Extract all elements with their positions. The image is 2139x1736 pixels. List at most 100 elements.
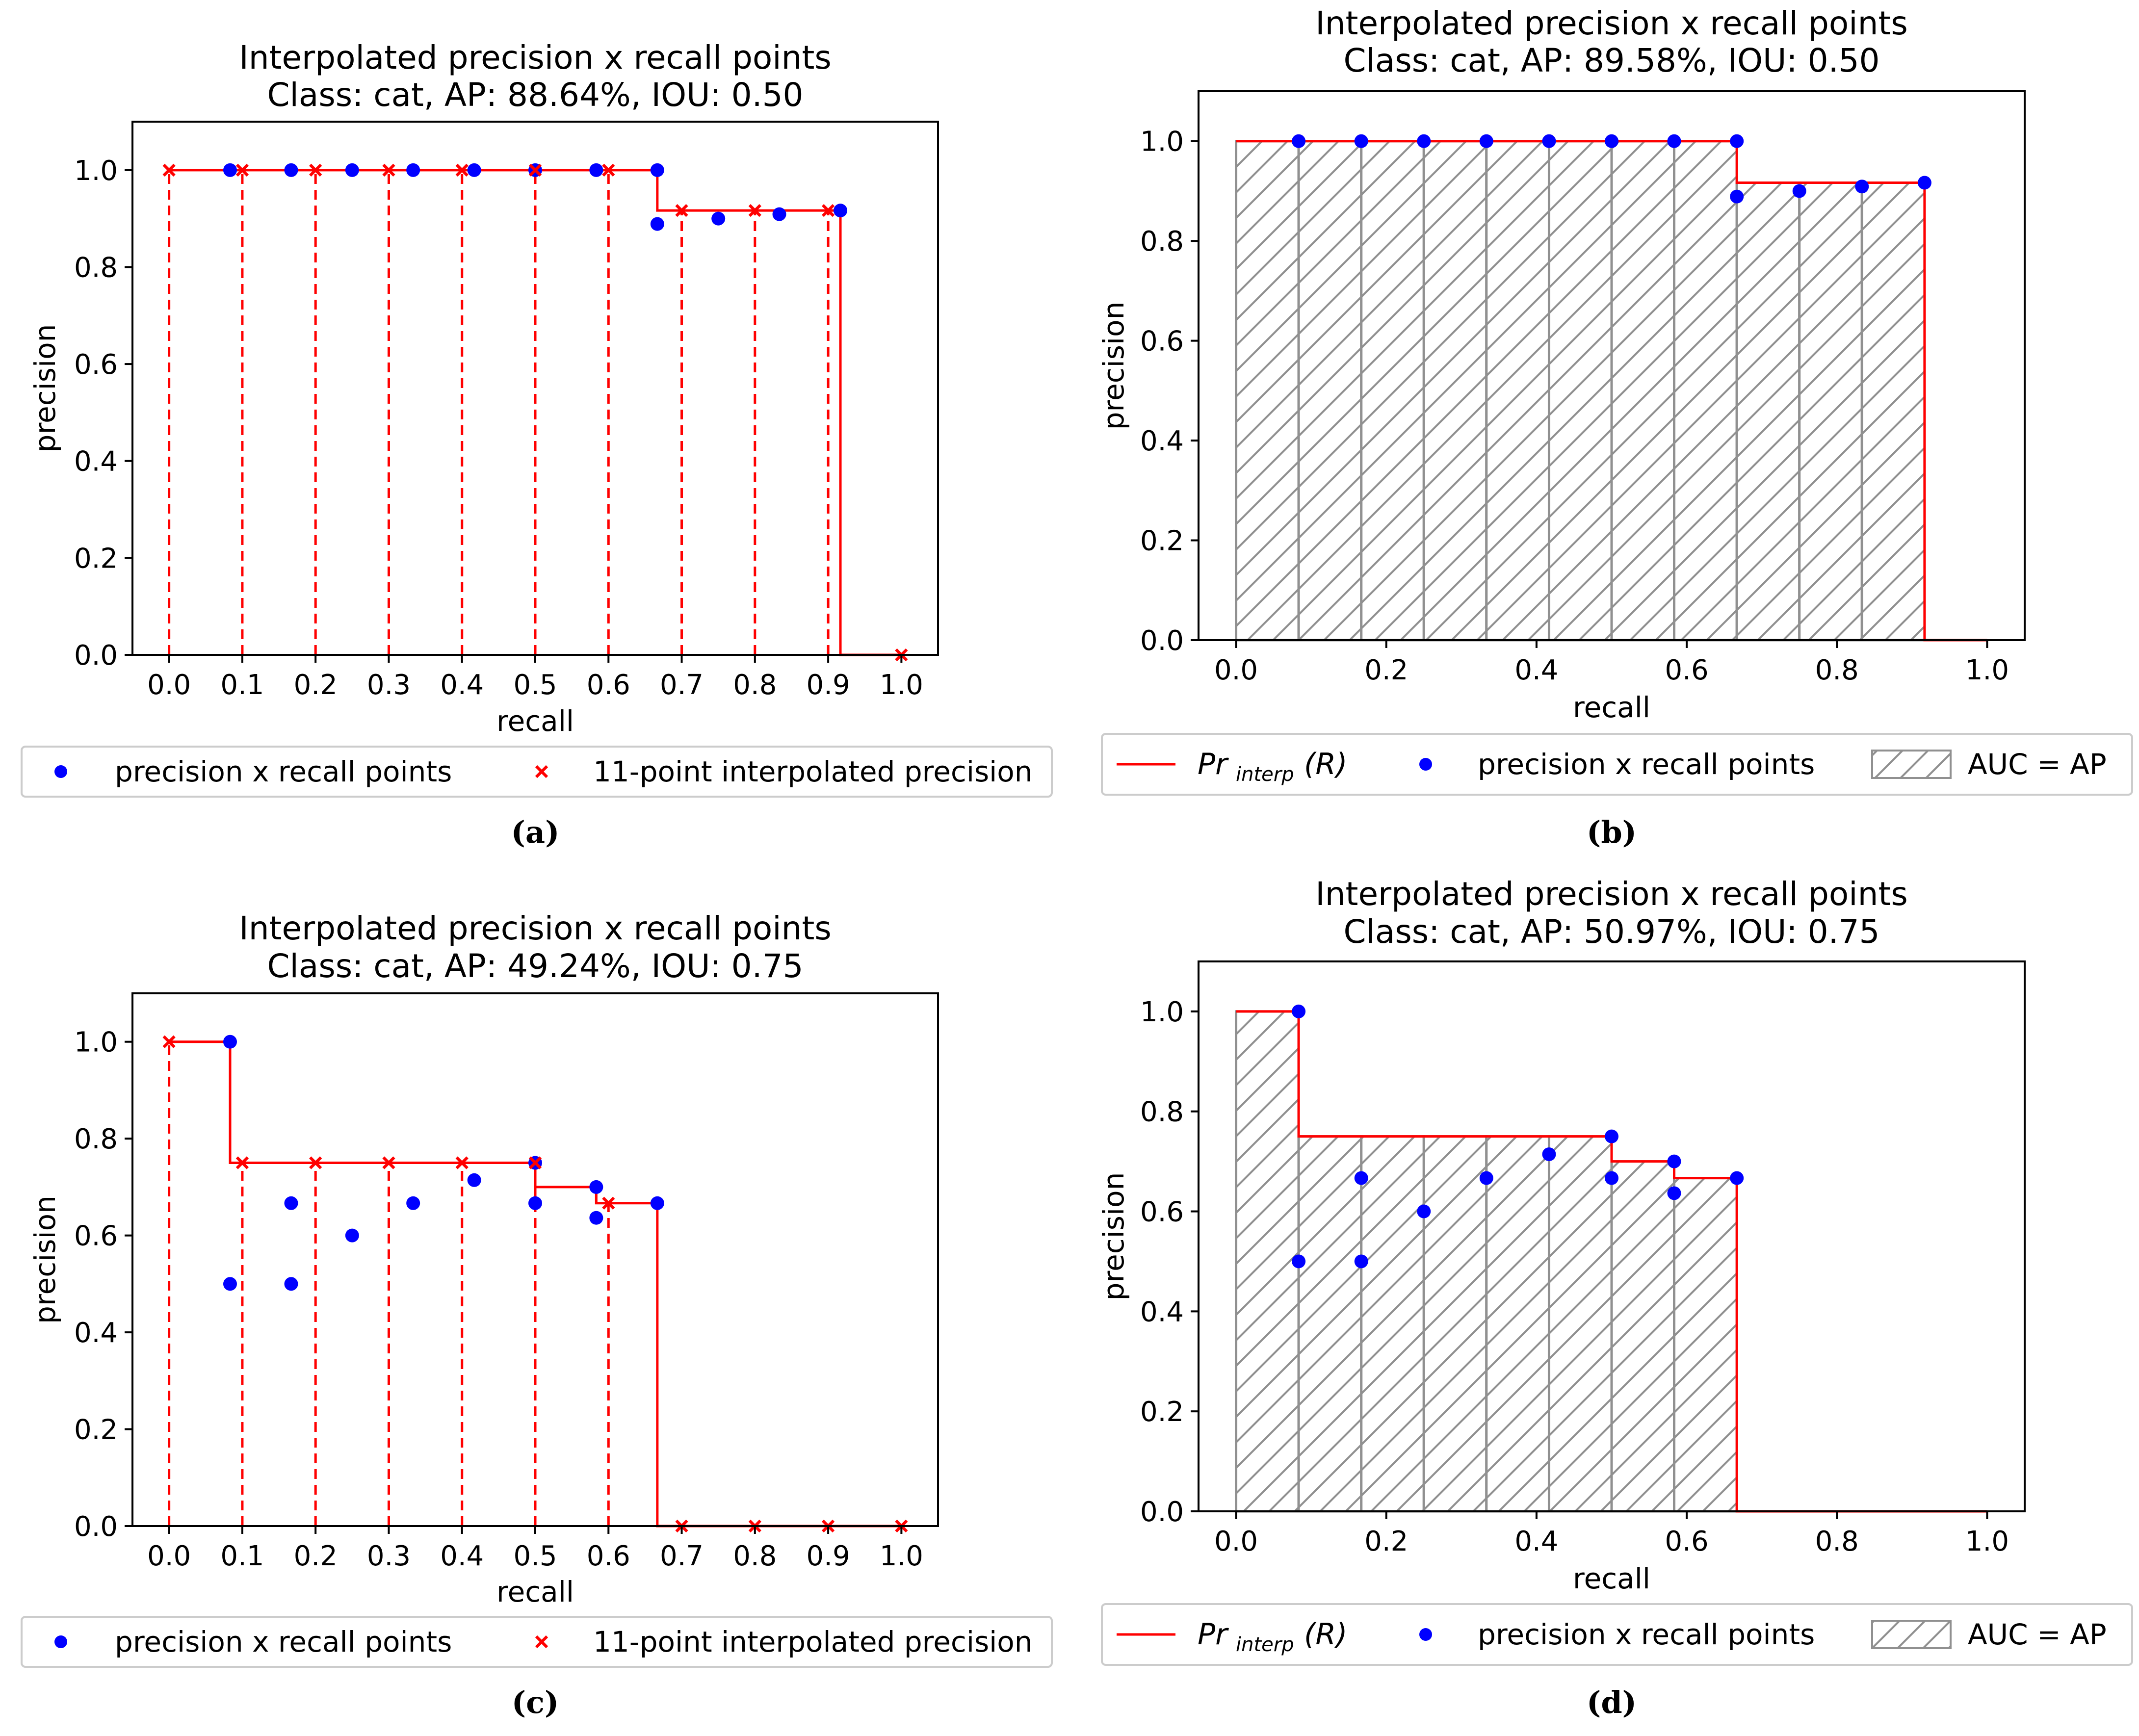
auc-area-band <box>1422 1135 1488 1513</box>
y-tick-label: 0.2 <box>74 543 118 574</box>
chart-title: Interpolated precision x recall points <box>1315 4 1907 42</box>
pr-point <box>406 163 420 177</box>
legend-box <box>21 746 1053 798</box>
eleven-point-marker <box>675 204 688 217</box>
pr-point <box>1354 134 1368 148</box>
pr-point <box>1667 1154 1681 1168</box>
pr-point <box>1292 134 1306 148</box>
pr-point <box>1354 1171 1368 1185</box>
auc-area-band <box>1547 140 1613 642</box>
panel-caption: (c) <box>512 1684 559 1720</box>
x-tick-label: 0.6 <box>587 669 630 701</box>
y-tick-label: 0.8 <box>1140 226 1184 258</box>
pr-point <box>711 211 726 226</box>
pr-point <box>223 1277 237 1291</box>
pr-point <box>1730 134 1744 148</box>
y-tick-label: 0.6 <box>1140 1196 1184 1228</box>
x-tick-label: 1.0 <box>1965 1526 2009 1557</box>
pr-point <box>345 1228 359 1243</box>
legend-label-points: precision x recall points <box>115 755 452 788</box>
x-tick-label: 0.1 <box>220 669 264 701</box>
y-tick-label: 0.2 <box>1140 525 1184 557</box>
pr-point <box>650 163 664 177</box>
pr-point <box>1855 180 1869 194</box>
legend-box <box>1101 733 2133 796</box>
legend-label-interp-subscript: interp <box>1236 763 1294 786</box>
eleven-point-marker <box>235 1156 249 1169</box>
x-axis-label: recall <box>1573 1562 1650 1595</box>
y-tick-label: 0.4 <box>1140 1296 1184 1328</box>
x-tick-label: 0.8 <box>733 669 777 701</box>
panel-caption: (a) <box>511 814 560 850</box>
legend-label-eleven: 11-point interpolated precision <box>593 755 1033 788</box>
chart-subtitle: Class: cat, AP: 89.58%, IOU: 0.50 <box>1343 42 1879 79</box>
pr-point <box>1730 1171 1744 1185</box>
eleven-point-marker <box>235 163 249 177</box>
x-tick-label: 0.4 <box>1514 1526 1558 1557</box>
x-tick-label: 0.6 <box>587 1540 630 1572</box>
auc-area-band <box>1485 1135 1550 1513</box>
legend-point-marker <box>1419 758 1432 771</box>
pr-point <box>1917 176 1931 190</box>
eleven-point-marker <box>602 1196 615 1210</box>
y-tick-label: 0.4 <box>1140 425 1184 457</box>
x-tick-label: 0.5 <box>513 1540 557 1572</box>
y-axis-label: precision <box>28 324 62 453</box>
x-tick-label: 0.8 <box>1815 1526 1859 1557</box>
x-tick-label: 0.8 <box>733 1540 777 1572</box>
eleven-point-marker <box>309 163 322 177</box>
x-tick-label: 0.0 <box>147 669 191 701</box>
x-tick-label: 0.9 <box>807 1540 850 1572</box>
auc-area-band <box>1422 140 1488 642</box>
legend-hatch-swatch <box>1871 1620 1952 1649</box>
pr-point <box>1667 1186 1681 1200</box>
panel-d: Interpolated precision x recall pointsCl… <box>1097 875 2133 1720</box>
x-axis-label: recall <box>496 704 574 738</box>
legend-label-interp: Pr <box>1198 747 1229 781</box>
x-tick-label: 0.5 <box>513 669 557 701</box>
interp-curve-line <box>169 1040 902 1528</box>
eleven-point-marker <box>602 163 615 177</box>
y-tick-label: 0.6 <box>1140 326 1184 358</box>
y-tick-label: 0.0 <box>1140 625 1184 657</box>
chart-title: Interpolated precision x recall points <box>239 909 831 947</box>
y-tick-label: 0.0 <box>74 640 118 672</box>
x-axis-label: recall <box>496 1575 574 1608</box>
y-tick-label: 1.0 <box>74 1027 118 1059</box>
auc-area-band <box>1235 1010 1300 1513</box>
eleven-point-marker <box>162 163 176 177</box>
pr-point <box>1730 189 1744 204</box>
chart-subtitle: Class: cat, AP: 50.97%, IOU: 0.75 <box>1343 913 1879 951</box>
x-tick-label: 0.7 <box>660 669 704 701</box>
auc-area-band <box>1485 140 1550 642</box>
panel-a: Interpolated precision x recall pointsCl… <box>21 39 1053 850</box>
legend-point-marker <box>54 1635 67 1648</box>
y-tick-label: 0.8 <box>1140 1096 1184 1128</box>
x-tick-label: 0.0 <box>147 1540 191 1572</box>
y-tick-label: 0.0 <box>74 1511 118 1543</box>
eleven-point-marker <box>455 1156 469 1169</box>
pr-point <box>589 1211 603 1225</box>
pr-point <box>1292 1254 1306 1269</box>
y-tick-label: 0.0 <box>1140 1496 1184 1528</box>
pr-point <box>1605 1129 1618 1143</box>
auc-area-band <box>1860 181 1926 642</box>
panel-c: Interpolated precision x recall pointsCl… <box>21 909 1053 1720</box>
pr-point <box>1292 1004 1306 1018</box>
pr-point <box>1792 184 1806 198</box>
x-tick-label: 0.2 <box>294 1540 338 1572</box>
x-tick-label: 0.4 <box>440 669 484 701</box>
pr-point <box>772 207 786 221</box>
x-tick-label: 0.2 <box>1364 654 1408 686</box>
x-tick-label: 0.3 <box>367 669 411 701</box>
eleven-point-marker <box>309 1156 322 1169</box>
legend-box <box>21 1616 1053 1668</box>
x-tick-label: 0.2 <box>294 669 338 701</box>
pr-point <box>834 204 848 218</box>
pr-point <box>1417 1204 1431 1218</box>
pr-point <box>284 163 298 177</box>
eleven-point-marker <box>821 204 835 217</box>
pr-point <box>1479 1171 1493 1185</box>
legend-point-marker <box>1419 1628 1432 1641</box>
